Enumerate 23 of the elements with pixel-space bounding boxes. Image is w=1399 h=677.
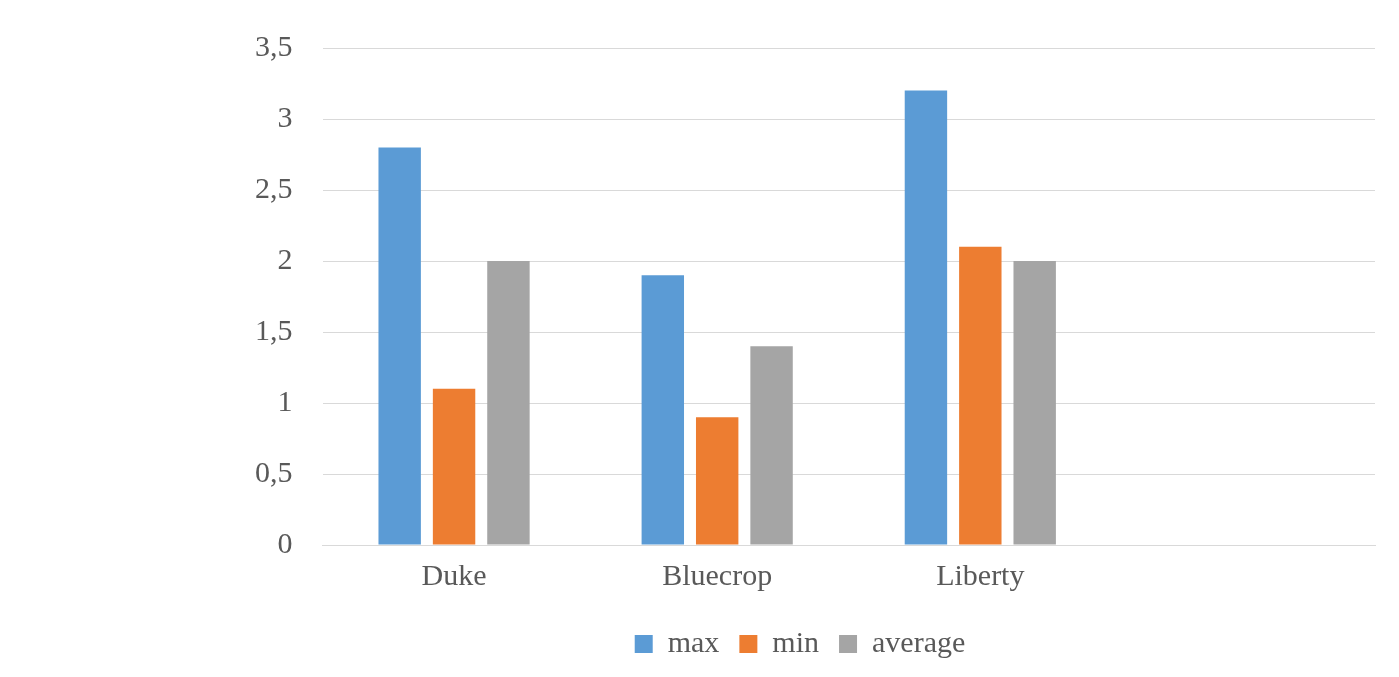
y-tick-label: 1 (277, 383, 293, 417)
x-tick-label: Liberty (936, 557, 1025, 591)
y-tick-label: 3,5 (255, 28, 293, 62)
bar (695, 417, 739, 545)
y-tick-label: 0,5 (255, 454, 293, 488)
legend-label: average (872, 624, 966, 658)
x-tick-label: Duke (421, 557, 487, 591)
y-tick-label: 2,5 (255, 170, 293, 204)
y-tick-label: 3 (277, 99, 293, 133)
bar (641, 275, 685, 545)
bar (904, 90, 948, 545)
bar (378, 147, 421, 545)
y-tick-label: 2 (277, 241, 293, 275)
y-tick-label: 0 (277, 525, 293, 559)
bar (432, 388, 476, 545)
x-tick-label: Bluecrop (662, 557, 773, 591)
bar (959, 246, 1002, 545)
y-tick-label: 1,5 (255, 312, 293, 346)
legend-label: min (772, 624, 820, 658)
bar (750, 346, 793, 545)
bar (1013, 261, 1056, 545)
legend-label: max (667, 624, 720, 658)
bar (487, 261, 530, 545)
